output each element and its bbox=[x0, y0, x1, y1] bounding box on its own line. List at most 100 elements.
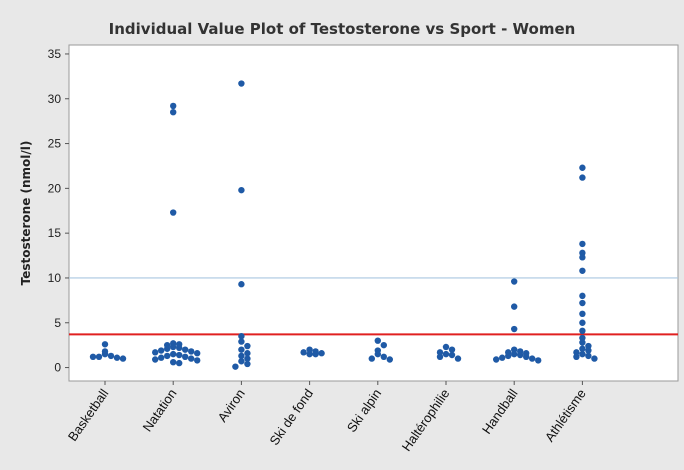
data-point bbox=[182, 346, 189, 353]
data-point bbox=[368, 355, 375, 362]
data-point bbox=[188, 348, 195, 355]
data-point bbox=[511, 325, 518, 333]
data-point bbox=[573, 353, 580, 361]
y-tick-label: 35 bbox=[48, 47, 62, 61]
data-point bbox=[244, 355, 251, 362]
data-point bbox=[101, 341, 109, 348]
data-point bbox=[442, 343, 450, 351]
data-point bbox=[374, 337, 381, 344]
data-point bbox=[176, 359, 183, 367]
data-point bbox=[318, 350, 325, 357]
data-point bbox=[454, 355, 462, 362]
data-point bbox=[188, 355, 195, 362]
data-point bbox=[170, 343, 177, 351]
data-point bbox=[517, 351, 524, 359]
data-point bbox=[101, 350, 109, 358]
data-point bbox=[585, 347, 592, 354]
data-point bbox=[579, 334, 586, 342]
data-point bbox=[312, 350, 319, 358]
data-point bbox=[579, 174, 586, 181]
data-point bbox=[436, 353, 444, 361]
reference-lines bbox=[69, 277, 678, 336]
data-point bbox=[152, 349, 159, 356]
data-point bbox=[238, 352, 245, 360]
data-point bbox=[107, 352, 115, 360]
data-point bbox=[579, 299, 586, 307]
data-point bbox=[380, 353, 387, 361]
data-point bbox=[164, 352, 171, 360]
data-point bbox=[579, 292, 586, 300]
data-point bbox=[585, 342, 592, 350]
data-point bbox=[579, 327, 586, 335]
y-tick-label: 5 bbox=[54, 316, 61, 330]
data-point bbox=[579, 339, 586, 346]
data-point bbox=[442, 350, 450, 358]
data-point bbox=[448, 346, 456, 353]
data-point bbox=[380, 341, 387, 349]
y-tick-label: 15 bbox=[48, 226, 62, 240]
data-point bbox=[232, 363, 239, 370]
data-point bbox=[164, 345, 171, 352]
data-points bbox=[89, 80, 598, 370]
y-tick-label: 20 bbox=[48, 181, 62, 195]
data-point bbox=[511, 350, 518, 358]
data-point bbox=[448, 351, 456, 359]
data-point bbox=[511, 303, 518, 310]
data-point bbox=[244, 350, 251, 357]
data-point bbox=[505, 352, 512, 360]
plot-area bbox=[68, 44, 679, 382]
data-point bbox=[170, 109, 177, 116]
data-point bbox=[579, 350, 586, 358]
data-point bbox=[511, 346, 518, 353]
y-axis: 0 5 10 15 20 25 30 35 bbox=[48, 47, 69, 375]
data-point bbox=[238, 281, 245, 288]
data-point bbox=[579, 345, 586, 352]
data-point bbox=[176, 351, 183, 359]
y-tick-label: 30 bbox=[48, 92, 62, 106]
data-point bbox=[579, 240, 586, 248]
data-point bbox=[238, 346, 245, 353]
data-point bbox=[579, 319, 586, 326]
data-point bbox=[238, 333, 245, 340]
data-point bbox=[238, 80, 245, 87]
data-point bbox=[300, 349, 307, 356]
data-point bbox=[529, 355, 536, 362]
data-point bbox=[244, 360, 251, 368]
data-point bbox=[182, 353, 189, 361]
data-point bbox=[194, 350, 201, 357]
data-point bbox=[176, 344, 183, 352]
data-point bbox=[194, 357, 201, 364]
chart-title: Individual Value Plot of Testosterone vs… bbox=[109, 20, 576, 38]
data-point bbox=[579, 267, 586, 274]
data-point bbox=[113, 354, 121, 361]
data-point bbox=[386, 356, 393, 363]
data-point bbox=[579, 310, 586, 317]
data-point bbox=[573, 349, 580, 356]
data-point bbox=[579, 254, 586, 261]
data-point bbox=[95, 353, 103, 361]
data-point bbox=[152, 356, 159, 363]
data-point bbox=[238, 186, 245, 194]
data-point bbox=[170, 358, 177, 366]
data-point bbox=[306, 346, 313, 353]
data-point bbox=[585, 352, 592, 360]
data-point bbox=[244, 342, 251, 350]
data-point bbox=[170, 350, 177, 358]
y-tick-label: 0 bbox=[54, 361, 61, 375]
data-point bbox=[535, 357, 542, 364]
data-point bbox=[499, 354, 506, 361]
data-point bbox=[579, 249, 586, 257]
data-point bbox=[238, 358, 245, 365]
data-point bbox=[170, 209, 177, 216]
data-point bbox=[119, 355, 127, 362]
y-tick-label: 25 bbox=[48, 137, 62, 151]
data-point bbox=[493, 356, 500, 363]
data-point bbox=[89, 353, 97, 361]
data-point bbox=[591, 355, 598, 362]
data-point bbox=[511, 278, 518, 285]
data-point bbox=[523, 353, 530, 361]
data-point bbox=[306, 350, 313, 358]
data-point bbox=[374, 350, 381, 358]
data-point bbox=[158, 347, 165, 354]
